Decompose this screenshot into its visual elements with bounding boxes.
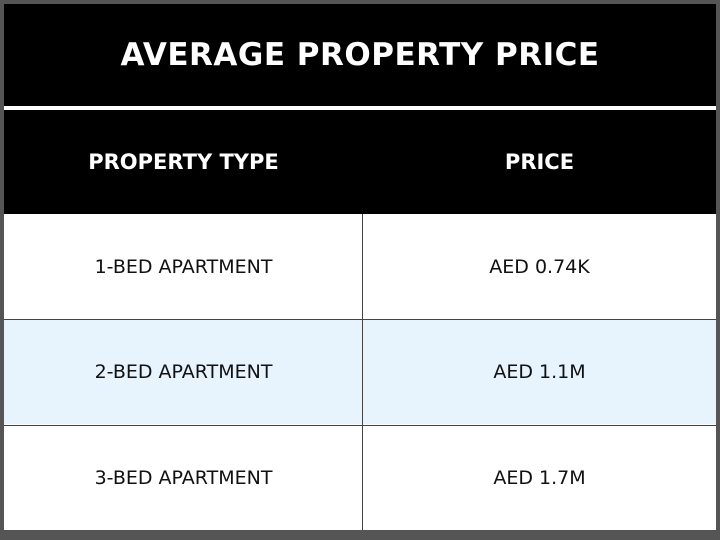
header-property-type: PROPERTY TYPE [88, 150, 279, 174]
table-body: 1-BED APARTMENT AED 0.74K 2-BED APARTMEN… [4, 214, 716, 530]
row-divider [4, 319, 716, 320]
property-type-cell: 3-BED APARTMENT [94, 466, 273, 489]
price-cell: AED 1.1M [493, 360, 586, 383]
price-table-card: AVERAGE PROPERTY PRICE PROPERTY TYPE PRI… [4, 4, 716, 530]
property-type-cell: 2-BED APARTMENT [94, 360, 273, 383]
title-bar: AVERAGE PROPERTY PRICE [4, 4, 716, 106]
column-divider [362, 214, 363, 530]
header-price: PRICE [504, 150, 575, 174]
table-row: 2-BED APARTMENT AED 1.1M [4, 319, 716, 424]
table-title: AVERAGE PROPERTY PRICE [120, 37, 600, 73]
price-cell: AED 1.7M [493, 466, 586, 489]
row-divider [4, 425, 716, 426]
property-type-cell: 1-BED APARTMENT [94, 255, 273, 278]
table-row: 3-BED APARTMENT AED 1.7M [4, 425, 716, 530]
table-row: 1-BED APARTMENT AED 0.74K [4, 214, 716, 319]
table-header-row: PROPERTY TYPE PRICE [4, 110, 716, 214]
title-divider [4, 106, 716, 110]
price-cell: AED 0.74K [489, 255, 590, 278]
